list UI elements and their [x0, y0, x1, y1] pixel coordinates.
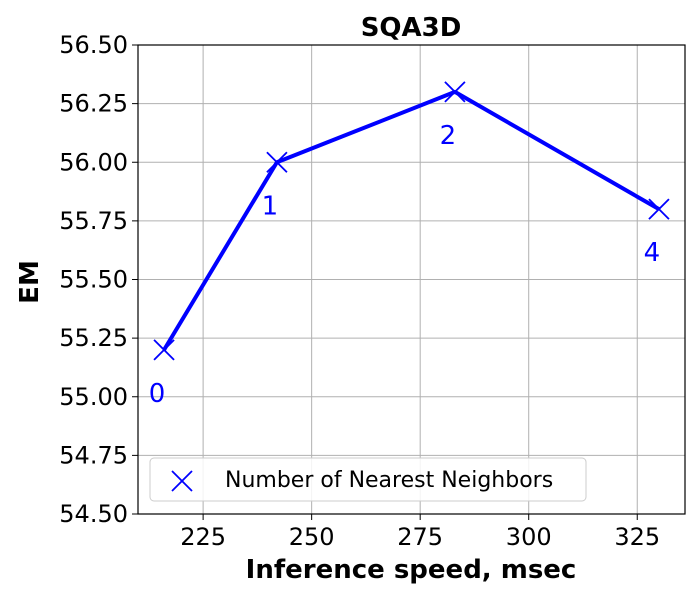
marker-stroke [648, 198, 670, 220]
y-tick-label: 54.75 [59, 441, 128, 469]
legend-box [149, 457, 587, 502]
data-point-label: 4 [644, 238, 661, 268]
y-tick-label: 55.75 [59, 207, 128, 235]
series-line [162, 89, 660, 351]
data-point-marker [648, 198, 670, 220]
x-tick-label: 275 [397, 523, 443, 551]
x-tick-label: 325 [614, 523, 660, 551]
y-tick-label: 56.00 [59, 148, 128, 176]
legend-marker-icon [171, 470, 193, 492]
y-tick-label: 54.50 [59, 500, 128, 528]
legend: Number of Nearest Neighbors [149, 457, 587, 502]
marker-stroke [444, 81, 466, 103]
chart-title: SQA3D [361, 13, 462, 43]
data-point-marker [153, 339, 175, 361]
x-axis-title: Inference speed, msec [246, 555, 577, 585]
y-tick-label: 56.25 [59, 90, 128, 118]
marker-stroke [153, 339, 175, 361]
grid [138, 44, 685, 515]
data-point-label: 0 [149, 379, 166, 409]
y-tick-label: 55.00 [59, 383, 128, 411]
data-point-marker [444, 81, 466, 103]
y-tick-label: 56.50 [59, 31, 128, 59]
x-tick-label: 250 [289, 523, 335, 551]
data-point-label: 2 [440, 121, 457, 151]
marker-stroke [266, 151, 288, 173]
y-tick-label: 55.25 [59, 324, 128, 352]
data-point-label: 1 [262, 191, 279, 221]
data-point-marker [266, 151, 288, 173]
tick-labels: 225 250 275 300 325 54.50 54.75 55.00 55.25 55.50… [59, 31, 660, 551]
legend-label: Number of Nearest Neighbors [225, 468, 553, 493]
y-tick-label: 55.50 [59, 266, 128, 294]
legend-marker-stroke [171, 470, 193, 492]
x-tick-label: 225 [180, 523, 226, 551]
y-axis-title: EM [15, 260, 45, 304]
series-layer: 0 1 2 4 [149, 81, 670, 409]
x-tick-label: 300 [506, 523, 552, 551]
